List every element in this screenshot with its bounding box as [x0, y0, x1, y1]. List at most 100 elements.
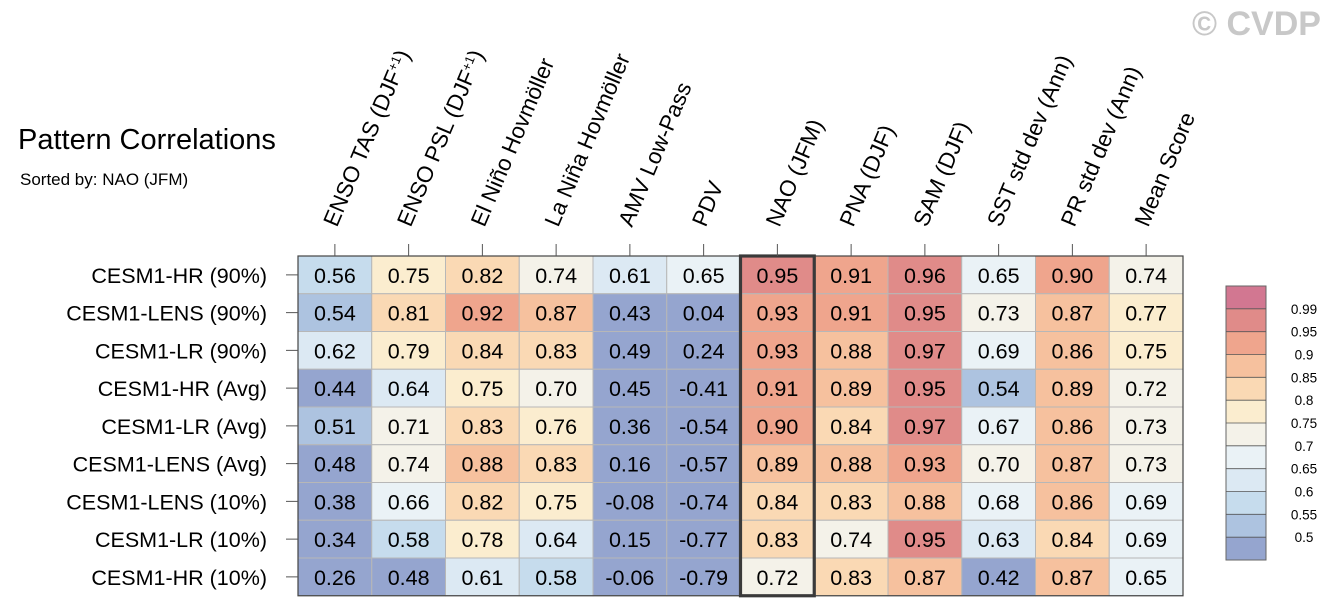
table-cell — [297, 444, 373, 483]
colorbar-swatch — [1226, 537, 1266, 561]
cell-value: 0.83 — [830, 490, 872, 514]
table-cell — [961, 444, 1036, 483]
table-cell — [1108, 482, 1184, 521]
cell-value: 0.42 — [978, 566, 1020, 590]
colorbar-swatch — [1226, 514, 1266, 538]
cell-value: 0.16 — [609, 453, 651, 477]
cell-value: -0.57 — [679, 453, 728, 477]
cell-value: -0.74 — [679, 490, 728, 514]
cell-value: 0.76 — [535, 415, 577, 439]
cell-value: 0.81 — [388, 302, 430, 326]
cell-value: -0.79 — [679, 566, 728, 590]
cell-value: 0.88 — [830, 339, 872, 363]
cell-value: 0.89 — [756, 453, 798, 477]
cell-value: -0.06 — [605, 566, 654, 590]
table-cell — [813, 444, 889, 483]
row-label: CESM1-LR (90%) — [95, 339, 267, 363]
cell-value: 0.97 — [904, 339, 946, 363]
table-cell — [887, 444, 963, 483]
table-cell — [961, 482, 1036, 521]
cell-value: 0.83 — [756, 528, 798, 552]
table-cell — [592, 293, 668, 332]
column-label: AMV Low-Pass — [613, 79, 696, 230]
table-cell — [666, 557, 741, 597]
cell-value: 0.48 — [314, 453, 356, 477]
cell-value: 0.43 — [609, 302, 651, 326]
table-cell — [1108, 331, 1184, 370]
cell-value: 0.73 — [1125, 415, 1167, 439]
cell-value: 0.88 — [461, 453, 503, 477]
row-label: CESM1-HR (10%) — [91, 566, 267, 590]
table-cell — [297, 331, 373, 370]
cell-value: 0.87 — [904, 566, 946, 590]
table-cell — [592, 406, 668, 446]
table-cell — [813, 519, 889, 559]
cell-value: 0.74 — [1125, 264, 1167, 288]
table-cell — [371, 482, 446, 521]
colorbar-tick-label: 0.55 — [1291, 507, 1317, 522]
cell-value: 0.96 — [904, 264, 946, 288]
cell-value: 0.71 — [388, 415, 430, 439]
cell-value: 0.89 — [1051, 377, 1093, 401]
table-cell — [961, 519, 1036, 559]
cell-value: 0.91 — [830, 264, 872, 288]
colorbar-swatch — [1226, 423, 1266, 447]
cell-value: 0.83 — [461, 415, 503, 439]
cell-value: 0.93 — [904, 453, 946, 477]
table-cell — [445, 368, 520, 408]
colorbar-tick-label: 0.8 — [1295, 393, 1314, 408]
column-label: Mean Score — [1130, 109, 1200, 230]
colorbar-swatch — [1226, 445, 1266, 469]
cell-value: 0.97 — [904, 415, 946, 439]
cell-value: 0.90 — [756, 415, 798, 439]
colorbar-swatch — [1226, 491, 1266, 515]
cell-value: 0.73 — [1125, 453, 1167, 477]
table-cell — [297, 368, 373, 408]
cell-value: 0.61 — [461, 566, 503, 590]
table-cell — [371, 444, 446, 483]
cell-value: 0.64 — [535, 528, 577, 552]
cell-value: 0.74 — [535, 264, 577, 288]
cell-value: -0.77 — [679, 528, 728, 552]
cell-value: 0.93 — [756, 302, 798, 326]
colorbar-swatch — [1226, 286, 1266, 310]
cell-value: 0.95 — [756, 264, 798, 288]
cell-value: 0.72 — [756, 566, 798, 590]
table-cell — [1108, 406, 1184, 446]
colorbar-swatch — [1226, 468, 1266, 492]
cell-value: 0.83 — [830, 566, 872, 590]
cell-value: 0.36 — [609, 415, 651, 439]
cell-value: 0.58 — [388, 528, 430, 552]
cell-value: 0.73 — [978, 302, 1020, 326]
cell-value: 0.86 — [1051, 339, 1093, 363]
cell-value: 0.75 — [1125, 339, 1167, 363]
colorbar-swatch — [1226, 354, 1266, 378]
cell-value: 0.75 — [535, 490, 577, 514]
table-cell — [887, 519, 963, 559]
cell-value: 0.54 — [314, 302, 356, 326]
cell-value: 0.93 — [756, 339, 798, 363]
cell-value: 0.15 — [609, 528, 651, 552]
cell-value: 0.87 — [535, 302, 577, 326]
row-label: CESM1-HR (Avg) — [98, 377, 267, 401]
table-cell — [592, 482, 668, 521]
table-cell — [371, 255, 446, 295]
chart-title: Pattern Correlations — [18, 124, 276, 156]
table-cell — [666, 482, 741, 521]
cell-value: 0.61 — [609, 264, 651, 288]
colorbar-tick-label: 0.99 — [1291, 302, 1317, 317]
table-cell — [666, 406, 741, 446]
table-cell — [666, 444, 741, 483]
table-cell — [1035, 444, 1110, 483]
table-cell — [592, 519, 668, 559]
cell-value: 0.87 — [1051, 302, 1093, 326]
cell-value: 0.88 — [904, 490, 946, 514]
table-cell — [666, 293, 741, 332]
row-label: CESM1-LENS (90%) — [66, 302, 267, 326]
cell-value: 0.69 — [1125, 490, 1167, 514]
table-cell — [961, 331, 1036, 370]
table-cell — [1108, 557, 1184, 597]
table-cell — [1035, 482, 1110, 521]
cell-value: 0.75 — [461, 377, 503, 401]
